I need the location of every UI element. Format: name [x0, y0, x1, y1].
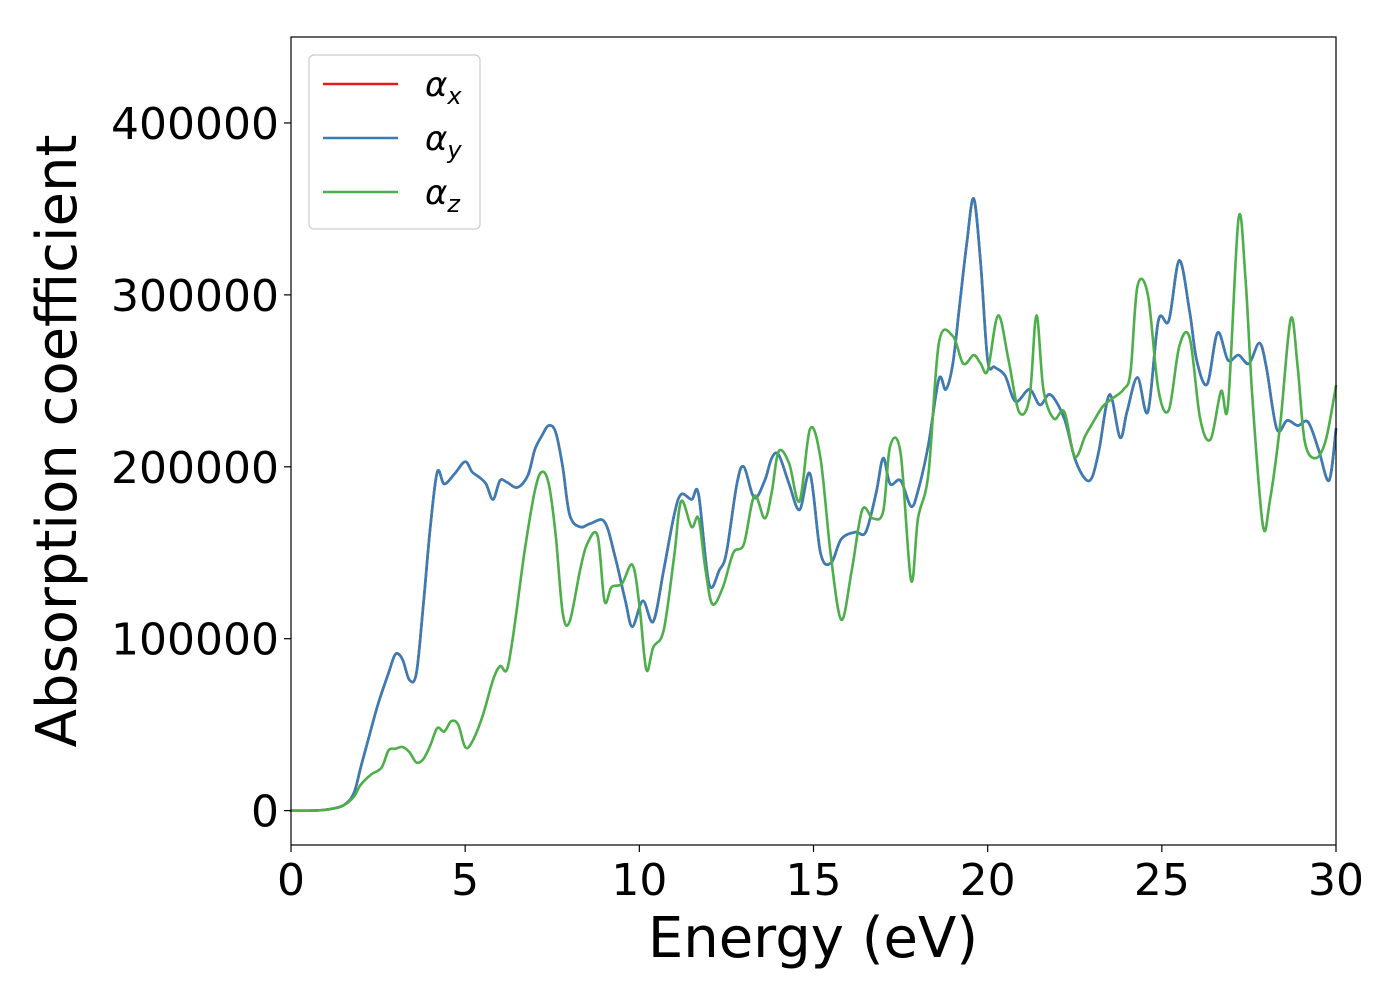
x-axis-title: Energy (eV) [648, 906, 978, 971]
y-tick-label: 300000 [111, 271, 279, 322]
x-tick-label: 15 [786, 855, 842, 906]
x-axis-ticks: 0 5 10 15 20 25 30 [277, 845, 1364, 906]
x-tick-label: 20 [960, 855, 1016, 906]
series-line-z [289, 212, 1338, 812]
x-tick-label: 30 [1308, 855, 1364, 906]
y-tick-label: 200000 [111, 443, 279, 494]
series-layer [289, 197, 1338, 812]
x-tick-label: 5 [451, 855, 479, 906]
series-line-y [289, 197, 1338, 812]
legend: αx αy αz [308, 54, 481, 230]
y-tick-label: 0 [251, 787, 279, 838]
y-axis-title: Absorption coefficient [25, 135, 90, 748]
legend-label-x: αx [425, 65, 462, 110]
legend-label-y: αy [425, 119, 462, 164]
y-tick-label: 100000 [111, 615, 279, 666]
x-tick-label: 25 [1134, 855, 1190, 906]
y-axis-ticks: 0 100000 200000 300000 400000 [111, 99, 291, 838]
legend-box [308, 54, 481, 230]
x-tick-label: 0 [277, 855, 305, 906]
y-tick-label: 400000 [111, 99, 279, 150]
x-tick-label: 10 [611, 855, 667, 906]
legend-label-z: αz [425, 173, 461, 218]
